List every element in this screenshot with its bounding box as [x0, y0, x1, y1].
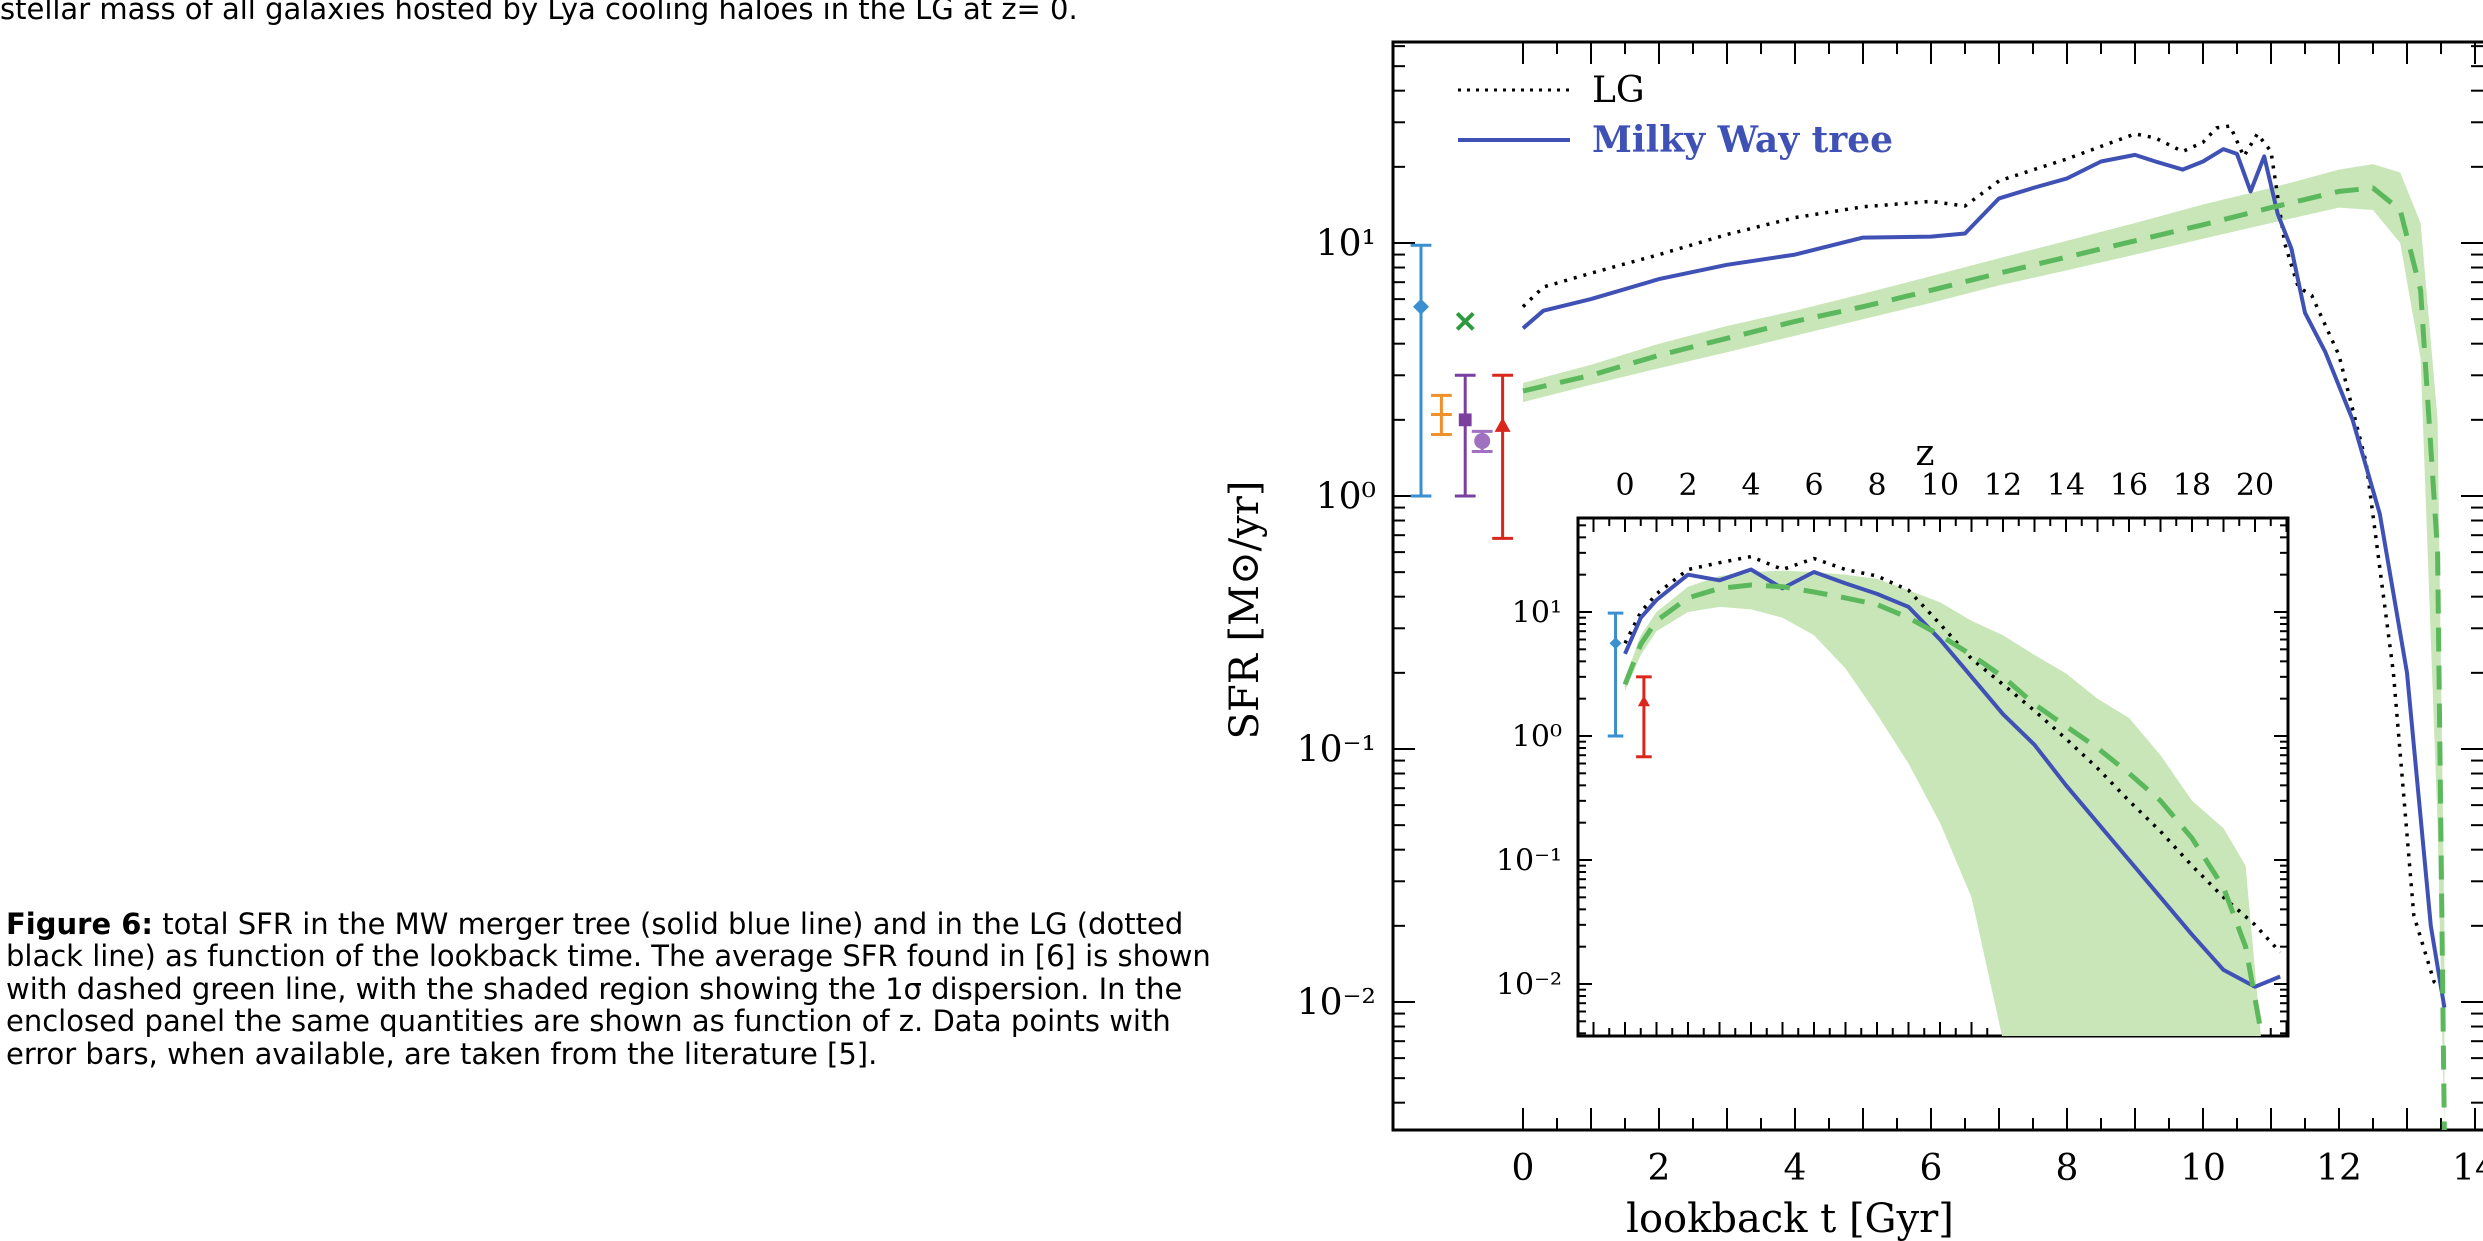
legend: LG Milky Way tree	[1458, 70, 1893, 161]
y-tick-label: 10⁻²	[1297, 983, 1376, 1024]
main-x-axis-label: lookback t [Gyr]	[1626, 1196, 1954, 1241]
inset-dispersion-band	[1625, 570, 2261, 1036]
x-tick-label: 10	[2180, 1148, 2226, 1189]
data-point-diamond	[1413, 298, 1429, 315]
lg-sfr-line	[1521, 124, 2446, 991]
x-tick-label: 8	[1867, 468, 1886, 503]
x-tick-label: 4	[1784, 1148, 1807, 1189]
y-tick-label: 10⁻¹	[1297, 730, 1376, 771]
main-y-axis-label: SFR [M⊙/yr]	[1222, 481, 1268, 740]
data-point-cross	[1455, 311, 1475, 331]
figure-caption: Figure 6: total SFR in the MW merger tre…	[6, 908, 1216, 1070]
average-sfr-line	[1622, 582, 2264, 1034]
x-tick-label: 0	[1615, 468, 1634, 503]
x-tick-label: 16	[2110, 468, 2148, 503]
mw-sfr-line	[1623, 567, 2281, 989]
data-point-circle	[1474, 432, 1491, 449]
preceding-text-line: stellar mass of all galaxies hosted by L…	[0, 0, 1078, 26]
data-point-square	[1458, 413, 1472, 427]
data-point-triangle	[1494, 417, 1511, 432]
x-tick-label: 14	[2047, 468, 2085, 503]
inset-x-axis-label: z	[1916, 433, 1935, 474]
data-point-triangle	[1637, 695, 1650, 707]
x-tick-label: 4	[1741, 468, 1760, 503]
x-tick-label: 12	[1984, 468, 2022, 503]
y-tick-label: 10⁻²	[1496, 968, 1562, 1003]
x-tick-label: 18	[2173, 468, 2211, 503]
main-axis-ticks	[1393, 42, 2483, 1130]
y-tick-label: 10⁻¹	[1496, 844, 1562, 879]
x-tick-label: 10	[1921, 468, 1959, 503]
main-literature-points	[1410, 243, 1513, 540]
x-tick-label: 2	[1678, 468, 1697, 503]
inset-series-lines	[1622, 554, 2282, 1034]
x-tick-label: 8	[2056, 1148, 2079, 1189]
inset-literature-points	[1607, 611, 1652, 759]
x-tick-label: 12	[2316, 1148, 2362, 1189]
figure-label: Figure 6:	[6, 907, 153, 941]
mw-sfr-line	[1521, 147, 2447, 1008]
average-sfr-line	[1522, 185, 2447, 1130]
main-series-lines	[1521, 124, 2447, 1130]
caption-body: total SFR in the MW merger tree (solid b…	[6, 907, 1211, 1071]
legend-lg-label: LG	[1592, 70, 1645, 111]
y-tick-label: 10¹	[1512, 596, 1562, 631]
inset-panel: 0 2 4 6 8 10 12 14 16 18 20 10¹ 10⁰ 10⁻¹ 10⁻² z	[1496, 433, 2290, 1038]
y-tick-label: 10⁰	[1316, 477, 1376, 518]
x-tick-label: 6	[1920, 1148, 1943, 1189]
legend-mw-label: Milky Way tree	[1592, 119, 1893, 161]
dispersion-band	[1625, 570, 2261, 1036]
x-tick-label: 2	[1648, 1148, 1671, 1189]
x-tick-label: 0	[1512, 1148, 1535, 1189]
x-tick-label: 14	[2452, 1148, 2483, 1189]
main-tick-labels: 0 2 4 6 8 10 12 14 10¹ 10⁰ 10⁻¹ 10⁻²	[1297, 224, 2483, 1189]
lg-sfr-line	[1623, 554, 2282, 954]
inset-tick-labels: 0 2 4 6 8 10 12 14 16 18 20 10¹ 10⁰ 10⁻¹ 10⁻²	[1496, 468, 2274, 1003]
x-tick-label: 6	[1804, 468, 1823, 503]
x-tick-label: 20	[2236, 468, 2274, 503]
y-tick-label: 10¹	[1316, 224, 1376, 265]
y-tick-label: 10⁰	[1512, 720, 1562, 755]
data-point-diamond	[1609, 637, 1622, 650]
